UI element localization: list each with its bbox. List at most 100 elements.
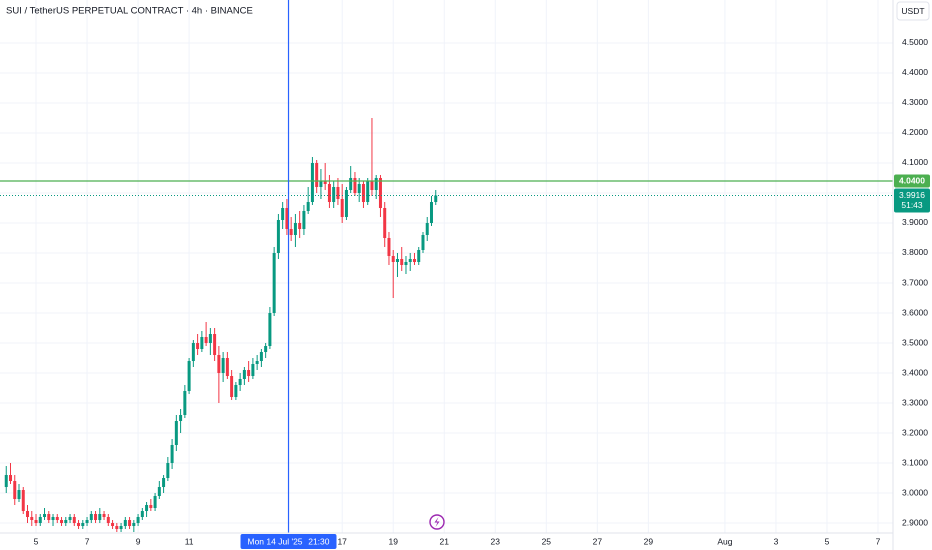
candle-body <box>374 177 378 190</box>
candle-body <box>34 520 38 524</box>
candle-body <box>302 210 306 229</box>
candle-body <box>221 358 225 374</box>
candle-body <box>119 526 123 530</box>
candle-body <box>319 180 323 187</box>
candle-body <box>149 505 153 509</box>
candle-body <box>306 201 310 211</box>
candle-body <box>128 520 132 527</box>
candle-body <box>251 364 255 377</box>
candles <box>4 117 438 533</box>
candle-body <box>26 511 30 518</box>
candle-body <box>378 177 382 208</box>
candle-body <box>391 255 395 262</box>
candle-body <box>361 183 365 202</box>
candle-body <box>136 517 140 524</box>
candle-body <box>259 352 263 362</box>
last-price-label: 3.9916 <box>899 190 925 200</box>
candle-body <box>157 487 161 497</box>
x-tick-label: Aug <box>717 536 732 546</box>
candle-body <box>370 180 374 190</box>
y-tick-label: 3.6000 <box>902 307 928 317</box>
candle-body <box>89 514 93 521</box>
candle-body <box>247 370 251 377</box>
candle-body <box>293 222 297 235</box>
candle-body <box>242 370 246 380</box>
candle-body <box>17 490 21 500</box>
candle-body <box>51 517 55 521</box>
x-tick-label: 7 <box>85 536 90 546</box>
candle-body <box>77 523 81 527</box>
x-tick-label: 29 <box>644 536 654 546</box>
candle-body <box>285 207 289 229</box>
candle-body <box>255 361 259 365</box>
candle-body <box>310 162 314 202</box>
candle-body <box>272 252 276 314</box>
candle-body <box>60 520 64 524</box>
crosshair-time: 21:30 <box>308 536 330 546</box>
candle-body <box>425 222 429 235</box>
candle-body <box>102 514 106 518</box>
candle-body <box>191 343 195 362</box>
candle-body <box>132 523 136 527</box>
candle-body <box>289 228 293 235</box>
y-tick-label: 4.3000 <box>902 97 928 107</box>
candle-body <box>115 526 119 530</box>
candle-body <box>111 523 115 527</box>
candle-body <box>238 379 242 386</box>
candle-body <box>81 523 85 527</box>
y-tick-label: 3.3000 <box>902 397 928 407</box>
candle-body <box>145 505 149 512</box>
y-tick-label: 3.4000 <box>902 367 928 377</box>
candle-body <box>332 186 336 202</box>
candle-body <box>9 475 13 482</box>
x-tick-label: 19 <box>388 536 398 546</box>
candle-body <box>30 517 34 521</box>
x-tick-label: 3 <box>774 536 779 546</box>
candle-body <box>94 514 98 521</box>
candle-body <box>162 478 166 488</box>
candle-body <box>323 180 327 184</box>
candle-body <box>187 361 191 392</box>
candle-body <box>98 514 102 521</box>
currency-box[interactable] <box>896 1 930 21</box>
candle-body <box>85 520 89 524</box>
candle-body <box>234 385 238 398</box>
candle-body <box>153 496 157 509</box>
candle-body <box>217 355 221 374</box>
candle-body <box>140 511 144 518</box>
y-tick-label: 3.1000 <box>902 457 928 467</box>
x-tick-label: 5 <box>825 536 830 546</box>
candle-body <box>434 195 438 202</box>
currency-label[interactable]: USDT <box>901 6 924 16</box>
candle-body <box>344 189 348 217</box>
candle-body <box>55 517 59 521</box>
candle-body <box>196 343 200 350</box>
x-tick-label: 11 <box>185 536 194 546</box>
lightning-icon[interactable] <box>429 514 445 530</box>
candle-body <box>429 201 433 223</box>
x-tick-label: 23 <box>491 536 501 546</box>
candle-body <box>225 358 229 377</box>
y-tick-label: 3.8000 <box>902 247 928 257</box>
countdown-label: 51:43 <box>901 200 923 210</box>
y-tick-label: 4.4000 <box>902 67 928 77</box>
y-tick-label: 3.0000 <box>902 487 928 497</box>
candle-body <box>43 514 47 518</box>
candle-body <box>268 313 272 347</box>
candle-body <box>38 517 42 524</box>
candle-body <box>400 258 404 265</box>
candle-body <box>72 517 76 524</box>
candle-body <box>64 520 68 524</box>
candle-body <box>340 198 344 217</box>
candle-body <box>230 376 234 398</box>
candle-body <box>383 207 387 238</box>
candle-body <box>68 517 72 521</box>
x-tick-label: 17 <box>337 536 347 546</box>
candle-body <box>123 520 127 527</box>
y-tick-label: 3.9000 <box>902 217 928 227</box>
candle-body <box>315 162 319 187</box>
candle-body <box>106 517 110 524</box>
candle-body <box>204 337 208 344</box>
candle-body <box>298 222 302 229</box>
